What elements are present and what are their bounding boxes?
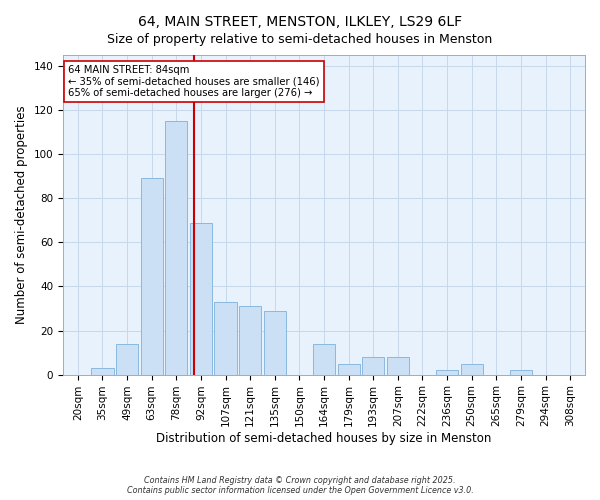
Bar xyxy=(436,370,458,374)
Bar xyxy=(387,357,409,374)
Bar xyxy=(239,306,261,374)
Bar xyxy=(362,357,385,374)
Bar xyxy=(338,364,360,374)
Bar xyxy=(313,344,335,374)
Bar xyxy=(461,364,483,374)
Bar xyxy=(190,222,212,374)
Y-axis label: Number of semi-detached properties: Number of semi-detached properties xyxy=(15,106,28,324)
Bar xyxy=(116,344,138,374)
Text: Size of property relative to semi-detached houses in Menston: Size of property relative to semi-detach… xyxy=(107,32,493,46)
Text: 64, MAIN STREET, MENSTON, ILKLEY, LS29 6LF: 64, MAIN STREET, MENSTON, ILKLEY, LS29 6… xyxy=(138,15,462,29)
Text: Contains HM Land Registry data © Crown copyright and database right 2025.
Contai: Contains HM Land Registry data © Crown c… xyxy=(127,476,473,495)
Bar xyxy=(165,121,187,374)
Bar xyxy=(91,368,113,374)
Bar xyxy=(214,302,236,374)
Text: 64 MAIN STREET: 84sqm
← 35% of semi-detached houses are smaller (146)
65% of sem: 64 MAIN STREET: 84sqm ← 35% of semi-deta… xyxy=(68,64,320,98)
Bar xyxy=(263,310,286,374)
X-axis label: Distribution of semi-detached houses by size in Menston: Distribution of semi-detached houses by … xyxy=(157,432,492,445)
Bar xyxy=(510,370,532,374)
Bar xyxy=(140,178,163,374)
